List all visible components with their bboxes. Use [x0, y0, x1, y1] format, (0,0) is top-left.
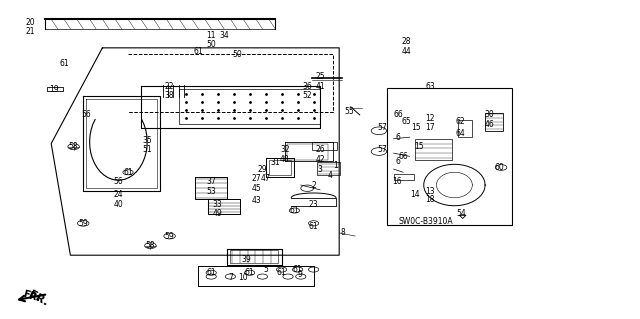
Text: 43: 43	[251, 197, 261, 205]
Text: 30: 30	[484, 110, 495, 119]
Text: 61: 61	[292, 265, 303, 274]
Text: 5: 5	[263, 265, 268, 274]
Text: 11: 11	[207, 31, 216, 40]
Text: 57: 57	[378, 145, 388, 154]
Text: 45: 45	[251, 184, 261, 193]
Text: 61: 61	[276, 268, 287, 277]
Text: 21: 21	[26, 27, 35, 36]
Text: FR.: FR.	[22, 290, 42, 304]
Text: 10: 10	[238, 273, 248, 282]
Text: 61: 61	[206, 268, 216, 277]
Bar	[312, 142, 337, 150]
Text: 58: 58	[68, 142, 79, 151]
Text: 42: 42	[315, 155, 325, 164]
Text: 61: 61	[59, 59, 69, 68]
Text: 33: 33	[212, 200, 223, 209]
Text: 63: 63	[425, 82, 435, 91]
Text: 54: 54	[456, 209, 466, 218]
Text: 65: 65	[401, 117, 412, 126]
Text: 20: 20	[26, 18, 36, 27]
Bar	[485, 113, 503, 131]
Text: 66: 66	[398, 152, 408, 161]
Text: 36: 36	[302, 82, 312, 91]
Text: 35: 35	[142, 136, 152, 145]
Text: 61: 61	[289, 206, 300, 215]
Bar	[394, 174, 414, 180]
Text: 58: 58	[145, 241, 156, 250]
Text: 41: 41	[315, 82, 325, 91]
Text: 29: 29	[257, 165, 268, 174]
Text: 50: 50	[206, 40, 216, 49]
Text: 37: 37	[206, 177, 216, 186]
Text: 39: 39	[241, 256, 252, 264]
Text: 56: 56	[113, 177, 124, 186]
Text: 57: 57	[378, 123, 388, 132]
Text: 2: 2	[311, 181, 316, 189]
Text: 22: 22	[165, 82, 174, 91]
Text: 23: 23	[308, 200, 319, 209]
Text: 3: 3	[317, 165, 323, 174]
Text: 61: 61	[244, 268, 255, 277]
Text: 62: 62	[456, 117, 466, 126]
Text: 16: 16	[392, 177, 402, 186]
Text: 15: 15	[414, 142, 424, 151]
Text: 40: 40	[113, 200, 124, 209]
Text: 38: 38	[164, 91, 175, 100]
Text: 9: 9	[297, 270, 302, 279]
Text: 24: 24	[113, 190, 124, 199]
Text: 55: 55	[344, 107, 354, 116]
Text: 14: 14	[410, 190, 420, 199]
Text: 19: 19	[49, 85, 60, 94]
Text: 7: 7	[228, 273, 233, 282]
Text: 31: 31	[270, 158, 280, 167]
Text: 18: 18	[426, 195, 435, 204]
Text: 8: 8	[340, 228, 345, 237]
Text: 25: 25	[315, 72, 325, 81]
Bar	[47, 87, 63, 91]
Bar	[230, 250, 278, 263]
Text: 66: 66	[393, 110, 403, 119]
Text: 49: 49	[212, 209, 223, 218]
Text: 44: 44	[401, 47, 412, 56]
Bar	[317, 162, 340, 175]
Text: 28: 28	[402, 37, 411, 46]
Text: 32: 32	[280, 145, 290, 154]
Text: 13: 13	[425, 187, 435, 196]
Text: 46: 46	[484, 120, 495, 129]
Text: 59: 59	[164, 232, 175, 241]
Text: 26: 26	[315, 145, 325, 154]
Text: 47: 47	[260, 174, 271, 183]
Text: 51: 51	[142, 145, 152, 154]
Text: 4: 4	[327, 171, 332, 180]
Text: 15: 15	[411, 123, 421, 132]
Text: SW0C-B3910A: SW0C-B3910A	[398, 217, 453, 226]
Text: FR.: FR.	[27, 289, 50, 308]
Text: 61: 61	[308, 222, 319, 231]
Text: 17: 17	[425, 123, 435, 132]
Text: 1: 1	[333, 161, 339, 170]
Text: 48: 48	[280, 155, 290, 164]
Text: 56: 56	[81, 110, 92, 119]
Text: 6: 6	[396, 133, 401, 142]
Bar	[269, 160, 291, 175]
Text: 52: 52	[302, 91, 312, 100]
Text: 59: 59	[78, 219, 88, 228]
Text: 60: 60	[494, 163, 504, 172]
Bar	[387, 88, 512, 225]
Bar	[287, 144, 328, 160]
Text: 64: 64	[456, 130, 466, 138]
Text: 61: 61	[123, 168, 133, 177]
Text: 34: 34	[219, 31, 229, 40]
Text: 12: 12	[426, 114, 435, 122]
Text: 27: 27	[251, 174, 261, 183]
Text: 50: 50	[232, 50, 242, 59]
Text: 61: 61	[193, 47, 204, 56]
Bar	[458, 120, 472, 137]
Bar	[415, 139, 452, 160]
Text: 53: 53	[206, 187, 216, 196]
Text: 6: 6	[396, 157, 401, 166]
